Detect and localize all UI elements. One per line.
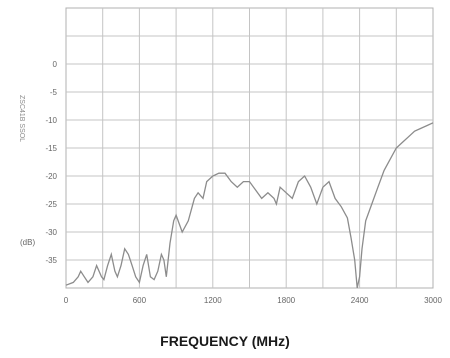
y-tick-label: -15 xyxy=(45,144,57,153)
x-tick-label: 2400 xyxy=(351,296,369,305)
y-tick-label: -35 xyxy=(45,256,57,265)
x-tick-label: 1800 xyxy=(277,296,295,305)
x-tick-label: 3000 xyxy=(424,296,442,305)
x-tick-label: 1200 xyxy=(204,296,222,305)
grid xyxy=(66,8,433,288)
y-tick-label: -30 xyxy=(45,228,57,237)
frequency-response-chart: 0 600 1200 1800 2400 3000 0 -5 -10 -15 -20 -25 -30 -… xyxy=(18,7,443,305)
y-tick-label: 0 xyxy=(53,60,58,69)
response-line xyxy=(65,122,434,289)
y-tick-label: -25 xyxy=(45,200,57,209)
y-tick-label: -10 xyxy=(45,116,57,125)
y-axis-stacked-label: ZSC41B SSOL xyxy=(18,95,25,142)
y-unit-label: (dB) xyxy=(20,238,35,247)
x-tick-label: 600 xyxy=(133,296,147,305)
x-tick-label: 0 xyxy=(64,296,69,305)
x-axis-label: FREQUENCY (MHz) xyxy=(160,333,290,349)
y-tick-label: -20 xyxy=(45,172,57,181)
x-tick-labels: 0 600 1200 1800 2400 3000 xyxy=(64,296,443,305)
y-tick-label: -5 xyxy=(50,88,58,97)
y-tick-labels: 0 -5 -10 -15 -20 -25 -30 -35 xyxy=(45,60,57,265)
